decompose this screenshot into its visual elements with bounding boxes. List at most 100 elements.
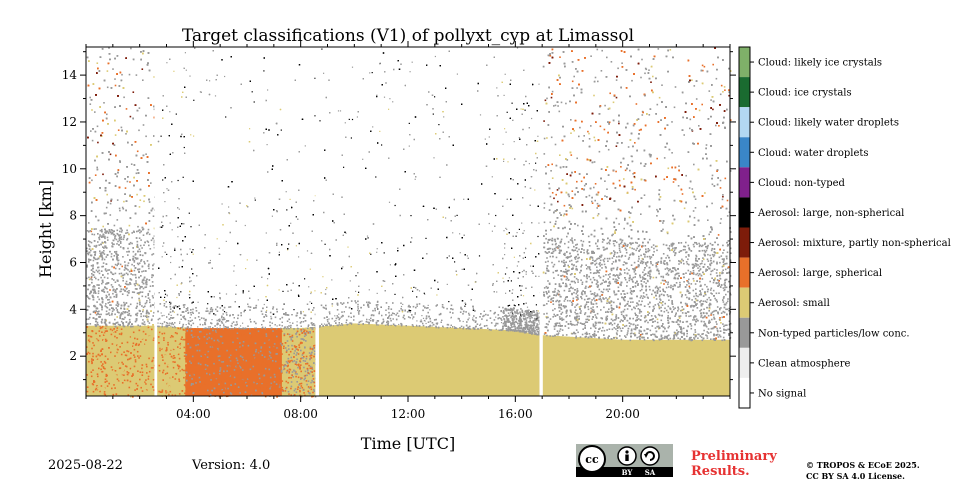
aerosol-layer-cell — [442, 327, 447, 396]
classification-pixel — [109, 214, 112, 216]
classification-pixel — [693, 216, 696, 219]
classification-pixel — [558, 322, 561, 324]
aerosol-layer-cell — [529, 333, 534, 396]
classification-pixel — [356, 116, 358, 118]
classification-pixel — [111, 278, 113, 280]
aerosol-layer-cell — [676, 339, 681, 396]
classification-pixel — [640, 213, 642, 215]
classification-pixel — [103, 250, 105, 252]
classification-pixel — [727, 266, 730, 268]
classification-pixel — [599, 125, 602, 128]
classification-pixel — [153, 108, 156, 111]
aerosol-layer-cell — [181, 327, 186, 396]
aerosol-layer-cell — [365, 323, 370, 396]
classification-pixel — [224, 75, 226, 78]
classification-pixel — [562, 214, 565, 217]
aerosol-layer-cell — [305, 327, 310, 396]
classification-pixel — [609, 92, 611, 95]
classification-pixel — [636, 336, 638, 339]
classification-pixel — [604, 195, 606, 197]
classification-pixel — [385, 324, 387, 326]
classification-pixel — [581, 333, 584, 336]
classification-pixel — [717, 234, 720, 236]
aerosol-layer-cell — [308, 327, 313, 396]
classification-pixel — [661, 84, 663, 86]
classification-pixel — [503, 160, 505, 162]
classification-pixel — [728, 89, 730, 91]
classification-pixel — [136, 193, 138, 196]
classification-pixel — [710, 99, 712, 101]
classification-pixel — [423, 319, 425, 322]
classification-pixel — [98, 310, 100, 313]
aerosol-layer-cell — [639, 339, 644, 396]
classification-pixel — [504, 73, 506, 75]
classification-pixel — [587, 130, 589, 133]
classification-pixel — [691, 79, 693, 81]
aerosol-layer-cell — [435, 327, 440, 396]
classification-pixel — [379, 130, 381, 132]
classification-pixel — [424, 293, 426, 295]
classification-pixel — [228, 206, 230, 208]
classification-pixel — [280, 129, 282, 131]
classification-pixel — [612, 101, 615, 104]
classification-pixel — [271, 215, 273, 217]
aerosol-layer-cell — [137, 325, 142, 396]
classification-pixel — [375, 176, 377, 178]
classification-pixel — [576, 250, 579, 253]
classification-pixel — [588, 194, 591, 197]
classification-pixel — [662, 222, 664, 224]
classification-pixel — [612, 240, 615, 242]
classification-pixel — [574, 239, 576, 241]
classification-pixel — [675, 334, 678, 337]
classification-pixel — [538, 222, 540, 224]
aerosol-layer-cell — [412, 326, 417, 396]
classification-pixel — [109, 304, 111, 306]
classification-pixel — [184, 52, 186, 54]
classification-pixel — [98, 255, 101, 258]
classification-pixel — [445, 217, 447, 219]
classification-pixel — [669, 49, 672, 51]
aerosol-layer-cell — [629, 339, 634, 396]
classification-pixel — [110, 200, 112, 202]
classification-pixel — [116, 219, 119, 221]
classification-pixel — [653, 307, 655, 310]
classification-pixel — [326, 323, 328, 325]
classification-pixel — [551, 177, 554, 179]
classification-pixel — [580, 180, 583, 183]
aerosol-layer-cell — [616, 339, 621, 396]
classification-pixel — [429, 309, 431, 311]
classification-pixel — [362, 158, 364, 160]
classification-pixel — [701, 103, 703, 106]
classification-pixel — [197, 326, 199, 328]
classification-pixel — [138, 206, 141, 208]
classification-pixel — [604, 180, 606, 182]
classification-pixel — [583, 184, 586, 187]
classification-pixel — [472, 317, 474, 319]
classification-pixel — [603, 128, 606, 131]
classification-pixel — [109, 153, 112, 156]
classification-pixel — [723, 86, 726, 88]
classification-pixel — [225, 321, 227, 323]
aerosol-layer-cell — [552, 335, 557, 396]
aerosol-layer-cell — [663, 339, 667, 396]
classification-pixel — [515, 235, 517, 237]
aerosol-layer-cell — [713, 339, 718, 396]
classification-pixel — [332, 325, 335, 327]
classification-pixel — [553, 105, 555, 107]
classification-pixel — [245, 268, 247, 270]
classification-pixel — [504, 254, 506, 256]
classification-pixel — [179, 321, 181, 323]
aerosol-layer-cell — [459, 328, 464, 396]
classification-pixel — [109, 301, 111, 303]
classification-pixel — [160, 312, 162, 314]
aerosol-layer-cell — [392, 325, 397, 396]
classification-pixel — [615, 96, 618, 99]
classification-pixel — [680, 260, 682, 262]
classification-pixel — [99, 234, 101, 236]
classification-pixel — [555, 193, 557, 196]
classification-pixel — [333, 320, 336, 322]
classification-pixel — [720, 218, 722, 220]
classification-pixel — [641, 288, 643, 291]
aerosol-layer-cell — [96, 325, 101, 396]
classification-pixel — [338, 323, 340, 325]
